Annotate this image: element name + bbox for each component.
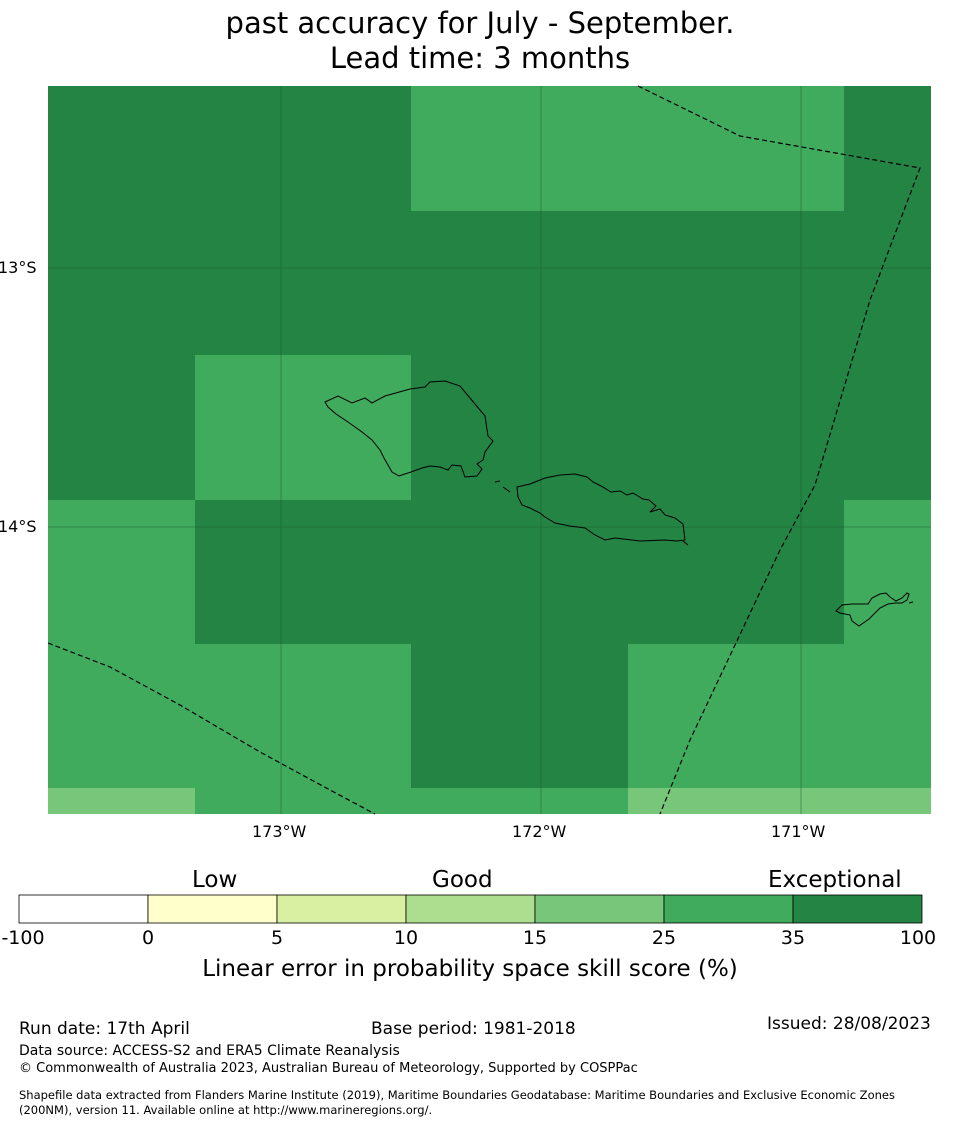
map-title-line-2: Lead time: 3 months bbox=[329, 41, 631, 75]
colorbar-segment bbox=[18, 894, 149, 924]
colorbar-segment bbox=[147, 894, 278, 924]
lon-label-172w: 172°W bbox=[512, 822, 567, 841]
colorbar-tick: 5 bbox=[270, 927, 284, 949]
colorbar-segment bbox=[663, 894, 794, 924]
colorbar-tick: 35 bbox=[780, 927, 806, 949]
shapefile-credit-line-2: (200NM), version 11. Available online at… bbox=[19, 1103, 433, 1117]
shapefile-credit-line-1: Shapefile data extracted from Flanders M… bbox=[19, 1088, 895, 1102]
grid-cell bbox=[628, 788, 931, 814]
run-date: Run date: 17th April bbox=[19, 1019, 190, 1039]
grid-cell bbox=[844, 500, 931, 644]
lon-label-171w: 171°W bbox=[771, 822, 826, 841]
grid-cell bbox=[195, 644, 411, 814]
issued-date: Issued: 28/08/2023 bbox=[767, 1014, 931, 1034]
legend-tier-exceptional: Exceptional bbox=[768, 867, 902, 893]
colorbar-tick: -100 bbox=[1, 927, 45, 949]
savaii-island-outline bbox=[324, 380, 494, 478]
colorbar-tick: 0 bbox=[141, 927, 155, 949]
maritime-boundaries bbox=[47, 85, 921, 815]
aunuu-islet bbox=[908, 601, 914, 604]
upolu-east-tip bbox=[682, 540, 689, 546]
islands bbox=[324, 380, 914, 627]
grid-cell bbox=[48, 788, 195, 814]
eez-boundary-southwest bbox=[47, 642, 376, 815]
colorbar-segment bbox=[276, 894, 407, 924]
grid-cell bbox=[195, 355, 411, 500]
graticule-lines bbox=[48, 86, 931, 814]
colorbar bbox=[18, 894, 923, 924]
grid-cell bbox=[411, 788, 628, 814]
colorbar-segment bbox=[792, 894, 923, 924]
lat-label-14s: 14°S bbox=[0, 517, 37, 536]
legend-tier-good: Good bbox=[432, 867, 493, 893]
map-title-line-1: past accuracy for July - September. bbox=[225, 6, 735, 40]
grid-cell bbox=[628, 644, 931, 814]
base-period: Base period: 1981-2018 bbox=[371, 1019, 576, 1039]
colorbar-tick: 25 bbox=[651, 927, 677, 949]
tutuila-island-outline bbox=[835, 592, 910, 627]
colorbar-label: Linear error in probability space skill … bbox=[202, 956, 738, 982]
colorbar-segment bbox=[405, 894, 536, 924]
grid-cell bbox=[411, 86, 844, 211]
copyright-notice: © Commonwealth of Australia 2023, Austra… bbox=[19, 1061, 638, 1076]
lat-label-13s: 13°S bbox=[0, 258, 37, 277]
upolu-island-outline bbox=[516, 473, 686, 542]
colorbar-tick: 10 bbox=[393, 927, 419, 949]
apolima-islet bbox=[494, 480, 501, 483]
colorbar-tick: 15 bbox=[522, 927, 548, 949]
colorbar-tick: 100 bbox=[899, 927, 937, 949]
skill-grid-cells bbox=[48, 86, 931, 814]
legend-tier-low: Low bbox=[192, 867, 238, 893]
grid-cell bbox=[48, 500, 195, 814]
manono-islet bbox=[502, 486, 511, 493]
data-source: Data source: ACCESS-S2 and ERA5 Climate … bbox=[19, 1043, 400, 1059]
lon-label-173w: 173°W bbox=[252, 822, 307, 841]
colorbar-segment bbox=[534, 894, 665, 924]
